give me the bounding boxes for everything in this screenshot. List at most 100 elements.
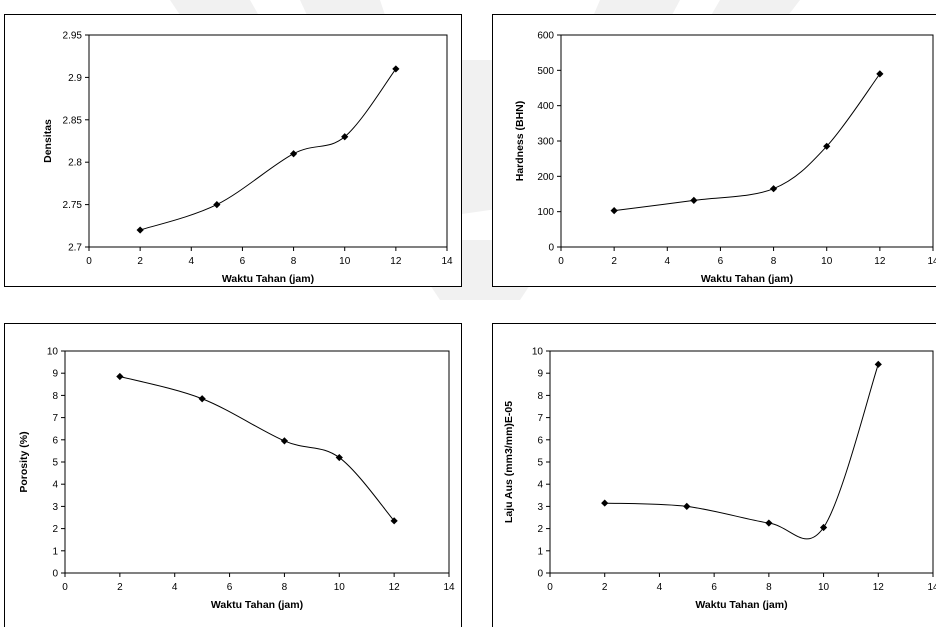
x-tick-label: 12 [874, 256, 886, 267]
x-tick-label: 6 [227, 582, 233, 593]
y-tick-label: 10 [532, 347, 544, 358]
x-tick-label: 4 [657, 582, 663, 593]
x-tick-label: 2 [117, 582, 123, 593]
x-tick-label: 10 [821, 256, 833, 267]
y-tick-label: 2.8 [68, 158, 82, 169]
plot-area-hardness [560, 34, 934, 248]
y-tick-label: 200 [537, 172, 554, 183]
y-axis-title: Densitas [42, 119, 54, 163]
y-tick-label: 6 [52, 435, 58, 446]
y-tick-label: 2.95 [63, 31, 83, 42]
y-tick-label: 600 [537, 31, 554, 42]
chart-panel-porosity: 0 1 2 3 4 5 6 7 8 9 10 0 2 4 6 8 10 12 14 Waktu Tahan (jam)… [4, 323, 462, 627]
x-tick-label: 12 [390, 256, 402, 267]
x-tick-label: 8 [766, 582, 772, 593]
data-point-marker [876, 70, 884, 78]
data-point-marker [765, 519, 773, 527]
data-point-marker [610, 207, 618, 215]
chart-panel-hardness: 0 100 200 300 400 500 600 0 2 4 6 8 10 12 14 Waktu Taha… [492, 14, 936, 287]
data-point-marker [280, 437, 289, 445]
y-tick-label: 10 [47, 347, 59, 358]
y-tick-label: 1 [537, 546, 543, 557]
y-tick-label: 9 [52, 369, 58, 380]
x-tick-label: 10 [334, 582, 346, 593]
y-tick-label: 5 [537, 458, 543, 469]
data-point-marker [198, 395, 206, 403]
y-tick-label: 300 [537, 137, 554, 148]
x-tick-label: 4 [172, 582, 178, 593]
x-tick-label: 12 [389, 582, 401, 593]
data-point-marker [823, 142, 831, 150]
y-tick-label: 400 [537, 101, 554, 112]
x-tick-label: 10 [818, 582, 830, 593]
x-tick-label: 4 [665, 256, 671, 267]
y-tick-label: 4 [52, 480, 58, 491]
series-line-laju-aus [604, 364, 879, 540]
x-axis-title: Waktu Tahan (jam) [695, 599, 787, 611]
plot-area-porosity [64, 350, 450, 574]
x-tick-label: 6 [718, 256, 724, 267]
x-tick-label: 0 [547, 582, 553, 593]
x-axis-title: Waktu Tahan (jam) [211, 599, 303, 611]
y-tick-label: 7 [537, 413, 543, 424]
data-point-marker [116, 372, 124, 381]
data-point-marker [136, 226, 144, 234]
y-tick-label: 2.85 [63, 115, 83, 126]
y-tick-label: 2.9 [68, 73, 82, 84]
y-tick-label: 0 [548, 243, 554, 254]
y-axis-title: Porosity (%) [18, 431, 30, 492]
y-tick-label: 8 [537, 391, 543, 402]
data-point-marker [390, 517, 398, 525]
x-tick-label: 2 [602, 582, 608, 593]
y-tick-label: 3 [537, 502, 543, 513]
plot-area-densitas [88, 34, 448, 248]
x-tick-label: 2 [611, 256, 617, 267]
series-line-densitas [139, 68, 397, 231]
data-point-marker [819, 523, 828, 532]
y-tick-label: 2.75 [63, 200, 83, 211]
y-tick-label: 6 [537, 435, 543, 446]
series-line-hardness [614, 73, 881, 212]
x-tick-label: 14 [927, 582, 936, 593]
y-tick-label: 3 [52, 502, 58, 513]
data-point-marker [601, 499, 609, 507]
x-tick-label: 12 [873, 582, 885, 593]
y-axis-title: Hardness (BHN) [514, 101, 526, 182]
data-point-marker [289, 150, 298, 158]
chart-panel-densitas: 2.7 2.75 2.8 2.85 2.9 2.95 0 2 4 6 8 10 12 14 Waktu Ta… [4, 14, 462, 287]
x-tick-label: 10 [339, 256, 351, 267]
y-tick-label: 4 [537, 480, 543, 491]
chart-panel-laju-aus: 0 1 2 3 4 5 6 7 8 9 10 0 2 4 6 8 10 12 14 Waktu Tahan (jam)… [492, 323, 936, 627]
data-point-marker [335, 453, 343, 462]
x-tick-label: 14 [443, 582, 455, 593]
chart-svg-densitas: 2.7 2.75 2.8 2.85 2.9 2.95 0 2 4 6 8 10 12 14 Waktu Ta… [42, 31, 453, 286]
y-tick-label: 2.7 [68, 243, 82, 254]
y-tick-label: 100 [537, 207, 554, 218]
x-tick-label: 8 [291, 256, 297, 267]
x-tick-label: 6 [711, 582, 717, 593]
y-tick-label: 2 [52, 524, 58, 535]
x-tick-label: 14 [927, 256, 936, 267]
y-tick-label: 500 [537, 66, 554, 77]
x-tick-label: 8 [282, 582, 288, 593]
y-axis-title: Laju Aus (mm3/mm)E-05 [503, 401, 515, 523]
x-tick-label: 2 [137, 256, 143, 267]
x-tick-label: 14 [441, 256, 453, 267]
y-tick-label: 5 [52, 458, 58, 469]
y-tick-label: 0 [537, 569, 543, 580]
y-tick-label: 0 [52, 569, 58, 580]
x-tick-label: 8 [771, 256, 777, 267]
series-line-porosity [119, 376, 395, 522]
x-tick-label: 6 [240, 256, 246, 267]
y-tick-label: 1 [52, 546, 58, 557]
y-tick-label: 8 [52, 391, 58, 402]
data-point-marker [769, 185, 778, 193]
x-tick-label: 0 [62, 582, 68, 593]
data-point-marker [213, 201, 221, 209]
x-tick-label: 0 [86, 256, 92, 267]
data-point-marker [341, 133, 349, 141]
y-tick-label: 7 [52, 413, 58, 424]
data-point-marker [683, 502, 691, 510]
plot-area-laju-aus [549, 350, 934, 574]
